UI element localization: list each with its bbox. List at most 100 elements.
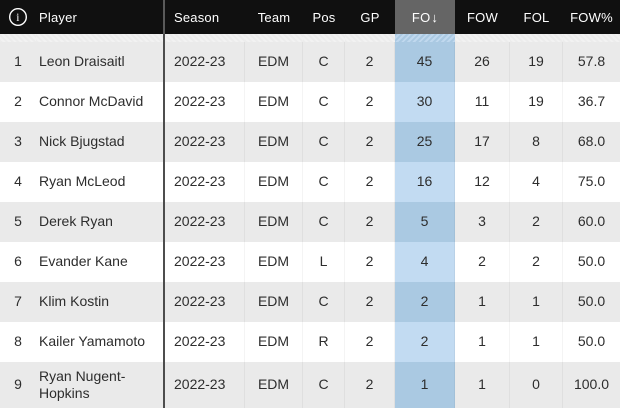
hatch-strip-cell-pos [303,34,345,42]
hatch-strip-cell-fol [510,34,563,42]
player-name-cell[interactable]: Connor McDavid [36,82,165,122]
rank-cell: 4 [14,173,22,190]
player-name-cell[interactable]: Kailer Yamamoto [36,322,165,362]
column-header-label: GP [360,9,380,25]
fow-cell: 12 [455,162,510,202]
player-name-cell[interactable]: Ryan Nugent-Hopkins [36,362,165,408]
player-name-cell[interactable]: Leon Draisaitl [36,42,165,82]
column-header-fow_pct[interactable]: FOW% [563,0,620,34]
table-row: 9 Ryan Nugent-Hopkins 2022-23 EDM C 2 1 1 0 100.0 [0,362,620,408]
fow-cell: 2 [455,242,510,282]
fow-cell: 11 [455,82,510,122]
sorted-column-hatch-strip [0,34,620,42]
pos-cell: C [303,42,345,82]
rank-cell: 6 [14,253,22,270]
table-body: 1 Leon Draisaitl 2022-23 EDM C 2 45 26 19 57.8 2 Co… [0,42,620,408]
fow_pct-cell: 50.0 [577,333,606,350]
table-header-row: i Player Season Team Pos GP FO ↓ FOW FOL FOW% [0,0,620,34]
fo-cell: 5 [395,202,455,242]
gp-cell: 2 [345,82,395,122]
hatch-strip-cell-team [245,34,303,42]
gp-cell: 2 [345,282,395,322]
svg-text:i: i [16,12,19,24]
team-cell: EDM [245,162,303,202]
column-header-fow[interactable]: FOW [455,0,510,34]
fo-cell: 1 [395,362,455,408]
rank-cell: 8 [14,333,22,350]
pos-cell: R [303,322,345,362]
hatch-strip-cell-player [36,34,165,42]
gp-cell: 2 [345,122,395,162]
player-name-cell[interactable]: Klim Kostin [36,282,165,322]
table-row: 3 Nick Bjugstad 2022-23 EDM C 2 25 17 8 68.0 [0,122,620,162]
fo-cell: 30 [395,82,455,122]
season-cell: 2022-23 [165,242,245,282]
table-row: 5 Derek Ryan 2022-23 EDM C 2 5 3 2 60.0 [0,202,620,242]
fo-cell: 45 [395,42,455,82]
rank-cell: 7 [14,293,22,310]
fol-cell: 8 [510,122,563,162]
fow-cell: 1 [455,322,510,362]
column-header-player[interactable]: Player [36,0,165,34]
fow_pct-cell: 36.7 [577,93,606,110]
column-header-fol[interactable]: FOL [510,0,563,34]
team-cell: EDM [245,202,303,242]
rank-cell: 9 [14,376,22,393]
column-header-label: Pos [312,9,336,25]
fow_pct-cell: 60.0 [577,213,606,230]
gp-cell: 2 [345,202,395,242]
column-header-team[interactable]: Team [245,0,303,34]
season-cell: 2022-23 [165,322,245,362]
column-header-label: Season [174,9,220,25]
fol-cell: 0 [510,362,563,408]
column-header-label: FOW% [570,9,613,25]
column-header-label: FOW [467,9,498,25]
player-name-cell[interactable]: Nick Bjugstad [36,122,165,162]
player-name-cell[interactable]: Evander Kane [36,242,165,282]
gp-cell: 2 [345,242,395,282]
hatch-strip-cell-fow_pct [563,34,620,42]
pos-cell: C [303,282,345,322]
info-icon[interactable]: i [0,0,36,34]
player-name-cell[interactable]: Ryan McLeod [36,162,165,202]
fol-cell: 2 [510,242,563,282]
table-row: 7 Klim Kostin 2022-23 EDM C 2 2 1 1 50.0 [0,282,620,322]
column-header-label: FOL [523,9,550,25]
gp-cell: 2 [345,322,395,362]
pos-cell: C [303,82,345,122]
season-cell: 2022-23 [165,282,245,322]
fow_pct-cell: 57.8 [577,53,606,70]
table-row: 6 Evander Kane 2022-23 EDM L 2 4 2 2 50.0 [0,242,620,282]
fo-cell: 4 [395,242,455,282]
hatch-strip-cell-season [165,34,245,42]
hatch-strip-cell-rank [0,34,36,42]
season-cell: 2022-23 [165,122,245,162]
rank-cell: 1 [14,53,22,70]
rank-cell: 2 [14,93,22,110]
column-header-label: Player [39,9,78,25]
column-header-pos[interactable]: Pos [303,0,345,34]
fow-cell: 1 [455,282,510,322]
fol-cell: 4 [510,162,563,202]
table-row: 8 Kailer Yamamoto 2022-23 EDM R 2 2 1 1 50.0 [0,322,620,362]
column-header-season[interactable]: Season [165,0,245,34]
column-header-fo[interactable]: FO ↓ [395,0,455,34]
season-cell: 2022-23 [165,202,245,242]
column-header-gp[interactable]: GP [345,0,395,34]
season-cell: 2022-23 [165,42,245,82]
season-cell: 2022-23 [165,82,245,122]
info-header-cell: i [0,0,36,34]
gp-cell: 2 [345,162,395,202]
fol-cell: 1 [510,322,563,362]
fo-cell: 25 [395,122,455,162]
hatch-strip-cell-fow [455,34,510,42]
fow-cell: 26 [455,42,510,82]
team-cell: EDM [245,282,303,322]
season-cell: 2022-23 [165,362,245,408]
player-name-cell[interactable]: Derek Ryan [36,202,165,242]
pos-cell: C [303,362,345,408]
team-cell: EDM [245,122,303,162]
fol-cell: 2 [510,202,563,242]
sort-descending-icon: ↓ [431,9,439,25]
fo-cell: 2 [395,322,455,362]
